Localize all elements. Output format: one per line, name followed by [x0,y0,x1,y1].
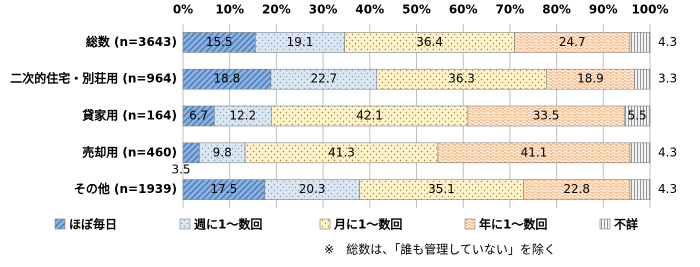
value-label: 6.7 [189,109,208,123]
x-tick-label: 20% [262,3,291,17]
bar-segment [629,179,651,200]
value-label: 12.2 [229,109,256,123]
y-tick-label: 売却用 (n=460) [82,144,177,159]
value-label: 5.5 [628,109,647,123]
x-tick-label: 60% [449,3,478,17]
value-label: 41.3 [328,145,355,159]
x-tick-label: 0% [173,3,193,17]
value-label: 4.3 [658,182,677,196]
y-tick-label: 貸家用 (n=164) [82,108,177,123]
value-label: 35.1 [428,182,455,196]
value-label: 33.5 [533,109,560,123]
note: ※ 総数は、「誰も管理していない」を除く [324,242,556,257]
legend-label: 不詳 [614,217,638,232]
value-label: 19.1 [287,35,314,49]
bar-segment [624,105,651,127]
bar-segment [629,32,651,53]
value-label: 36.3 [448,72,475,86]
legend-label: ほぼ毎日 [69,217,117,232]
legend-swatch [54,218,66,230]
bar-segment [629,142,651,164]
legend-swatch [179,218,191,230]
legend-label: 週に1～数回 [194,217,262,232]
value-label: 41.1 [521,145,548,159]
y-tick-label: その他 (n=1939) [74,181,177,196]
value-label: 18.8 [214,72,241,86]
value-label: 20.3 [299,182,326,196]
y-tick-label: 二次的住宅・別荘用 (n=964) [10,71,177,86]
x-tick-label: 30% [309,3,338,17]
value-label: 4.3 [658,145,677,159]
legend-label: 月に1～数回 [333,217,402,232]
value-label: 9.8 [213,145,232,159]
value-label: 18.9 [577,72,604,86]
value-label: 24.7 [559,35,586,49]
x-tick-label: 40% [355,3,384,17]
x-tick-label: 90% [589,3,618,17]
value-label: 22.8 [563,182,590,196]
value-label: 15.5 [206,35,233,49]
x-tick-label: 100% [631,3,668,17]
x-tick-label: 10% [215,3,244,17]
legend-swatch [319,218,331,230]
bar-segment [182,142,200,164]
y-tick-label: 総数 (n=3643) [86,34,177,49]
legend-swatch [599,218,611,230]
value-label: 3.3 [658,72,677,86]
legend-swatch [464,218,476,230]
x-tick-label: 70% [496,3,525,17]
value-label: 4.3 [658,35,677,49]
x-tick-label: 80% [542,3,571,17]
value-label: 36.4 [416,35,443,49]
bar-segment [634,68,651,90]
value-label: 3.5 [171,162,190,176]
x-tick-label: 50% [402,3,431,17]
legend-label: 年に1～数回 [479,217,547,232]
value-label: 17.5 [211,182,238,196]
value-label: 22.7 [310,72,337,86]
value-label: 42.1 [356,109,383,123]
